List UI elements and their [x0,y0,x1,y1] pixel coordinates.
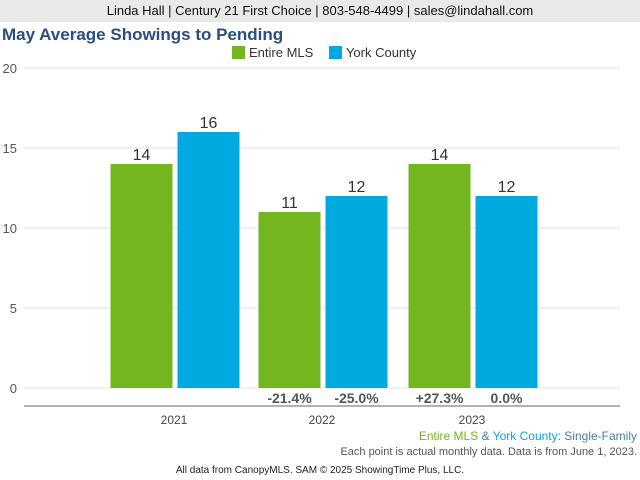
x-tick-label: 2023 [459,413,486,427]
y-tick-label: 15 [3,141,17,156]
y-tick-label: 10 [3,221,17,236]
note-suffix: : Single-Family [557,429,637,443]
bar [475,196,538,388]
legend-label-entire-mls: Entire MLS [249,45,314,60]
bar [177,132,240,388]
bar [408,164,471,388]
legend-swatch-entire-mls [232,46,245,59]
data-credit: All data from CanopyMLS. SAM © 2025 Show… [175,465,465,476]
legend-label-york-county: York County [345,45,417,60]
change-label: 0.0% [491,390,523,406]
y-tick-label: 0 [10,381,17,396]
data-label: 11 [281,195,298,212]
data-label: 14 [431,147,449,164]
data-label: 12 [348,179,366,196]
y-tick-label: 5 [10,301,17,316]
contact-header: Linda Hall | Century 21 First Choice | 8… [0,0,640,22]
x-tick-label: 2022 [309,413,336,427]
change-label: +27.3% [416,390,464,406]
change-label: -21.4% [267,390,312,406]
data-label: 16 [200,115,218,132]
chart-legend: Entire MLS York County [232,45,428,62]
bar [258,212,321,388]
legend-item-entire-mls: Entire MLS [232,45,313,60]
legend-swatch-york-county [328,46,342,59]
data-label: 12 [498,179,516,196]
data-note: Each point is actual monthly data. Data … [340,446,637,458]
y-tick-label: 20 [3,61,17,76]
bar [110,164,173,388]
chart-title: May Average Showings to Pending [2,25,284,44]
data-label: 14 [133,147,151,164]
bar [325,196,388,388]
note-amp: & [478,429,493,443]
series-note: Entire MLS & York County: Single-Family [419,429,637,443]
x-tick-label: 2021 [161,413,188,427]
legend-item-york-county: York County [328,45,417,60]
change-label: -25.0% [334,390,379,406]
note-york-county: York County [492,429,558,443]
note-entire-mls: Entire MLS [418,429,479,443]
